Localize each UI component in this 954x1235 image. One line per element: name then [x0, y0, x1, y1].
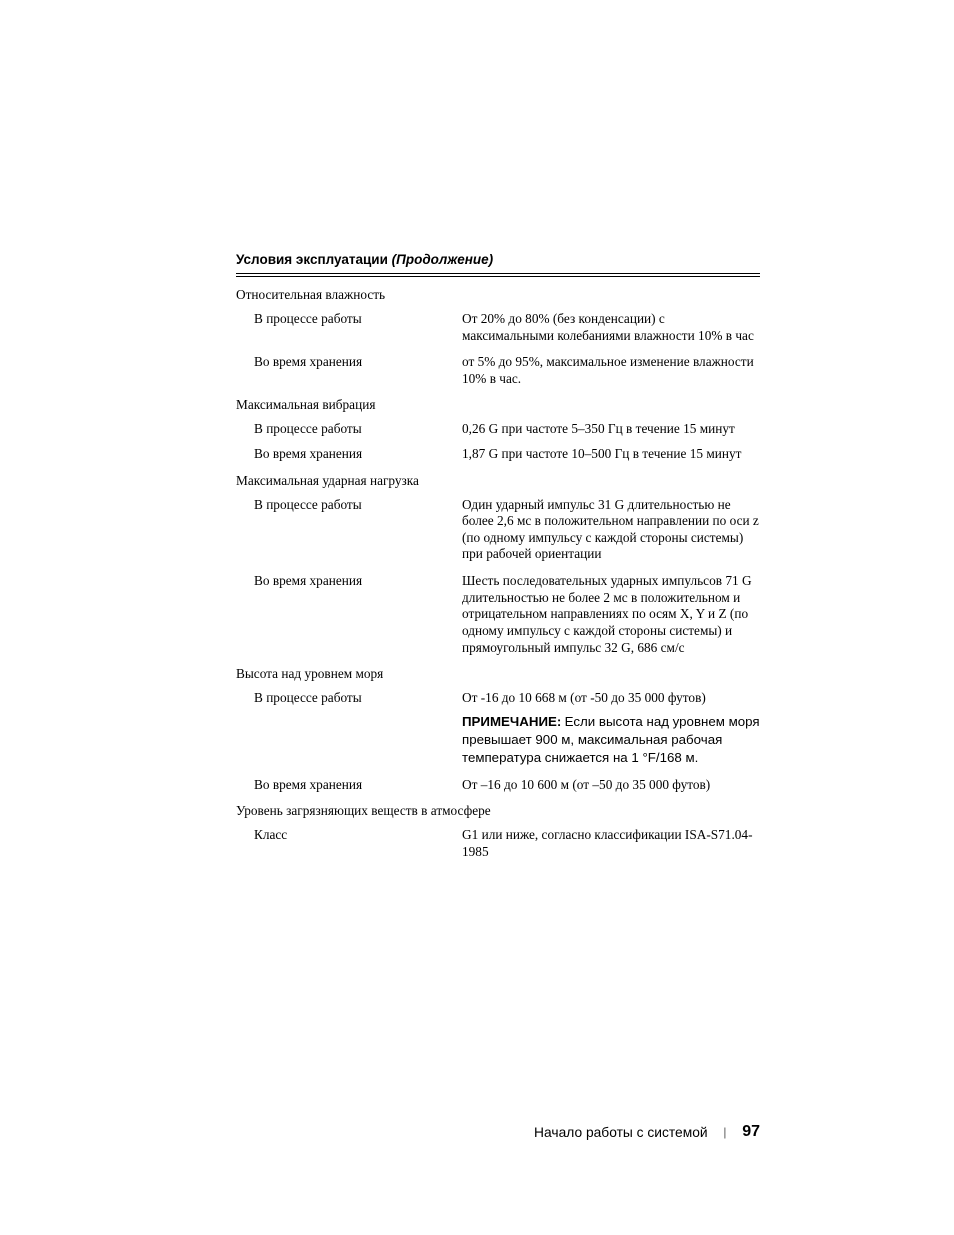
section-heading: Условия эксплуатации (Продолжение): [236, 252, 760, 273]
row-label: В процессе работы: [236, 421, 462, 438]
table-row: В процессе работы От -16 до 10 668 м (от…: [236, 690, 760, 766]
row-value: от 5% до 95%, максимальное изменение вла…: [462, 354, 760, 387]
rule-thick: [236, 273, 760, 274]
table-row: Во время хранения От –16 до 10 600 м (от…: [236, 777, 760, 794]
table-row: Во время хранения Шесть последовательных…: [236, 573, 760, 656]
row-value: G1 или ниже, согласно классификации ISA-…: [462, 827, 760, 860]
note-block: ПРИМЕЧАНИЕ: Если высота над уровнем моря…: [462, 713, 760, 767]
group-header-contaminants: Уровень загрязняющих веществ в атмосфере: [236, 803, 760, 819]
rule-thin: [236, 276, 760, 277]
page-content: Условия эксплуатации (Продолжение) Относ…: [236, 252, 760, 870]
row-label: Во время хранения: [236, 573, 462, 590]
note-label: ПРИМЕЧАНИЕ:: [462, 714, 561, 729]
row-value: 0,26 G при частоте 5–350 Гц в течение 15…: [462, 421, 760, 438]
row-label: Во время хранения: [236, 777, 462, 794]
row-value: От –16 до 10 600 м (от –50 до 35 000 фут…: [462, 777, 760, 794]
section-title-text: Условия эксплуатации: [236, 252, 388, 267]
row-value-text: От -16 до 10 668 м (от -50 до 35 000 фут…: [462, 690, 760, 707]
table-row: В процессе работы Один ударный импульс 3…: [236, 497, 760, 563]
footer-inner: Начало работы с системой | 97: [534, 1123, 760, 1141]
row-label: Во время хранения: [236, 446, 462, 463]
table-row: В процессе работы От 20% до 80% (без кон…: [236, 311, 760, 344]
row-value: От 20% до 80% (без конденсации) с максим…: [462, 311, 760, 344]
row-label: Во время хранения: [236, 354, 462, 371]
table-row: Во время хранения 1,87 G при частоте 10–…: [236, 446, 760, 463]
group-header-humidity: Относительная влажность: [236, 287, 760, 303]
footer-page-number: 97: [742, 1123, 760, 1141]
row-label: В процессе работы: [236, 690, 462, 707]
row-value: От -16 до 10 668 м (от -50 до 35 000 фут…: [462, 690, 760, 766]
section-continuation: (Продолжение): [392, 252, 494, 267]
footer-title: Начало работы с системой: [534, 1125, 708, 1140]
table-row: В процессе работы 0,26 G при частоте 5–3…: [236, 421, 760, 438]
row-label: В процессе работы: [236, 311, 462, 328]
row-value: 1,87 G при частоте 10–500 Гц в течение 1…: [462, 446, 760, 463]
footer-separator: |: [724, 1124, 727, 1140]
table-row: Класс G1 или ниже, согласно классификаци…: [236, 827, 760, 860]
group-header-vibration: Максимальная вибрация: [236, 397, 760, 413]
row-value: Один ударный импульс 31 G длительностью …: [462, 497, 760, 563]
table-row: Во время хранения от 5% до 95%, максимал…: [236, 354, 760, 387]
row-label: Класс: [236, 827, 462, 844]
group-header-shock: Максимальная ударная нагрузка: [236, 473, 760, 489]
row-label: В процессе работы: [236, 497, 462, 514]
group-header-altitude: Высота над уровнем моря: [236, 666, 760, 682]
row-value: Шесть последовательных ударных импульсов…: [462, 573, 760, 656]
